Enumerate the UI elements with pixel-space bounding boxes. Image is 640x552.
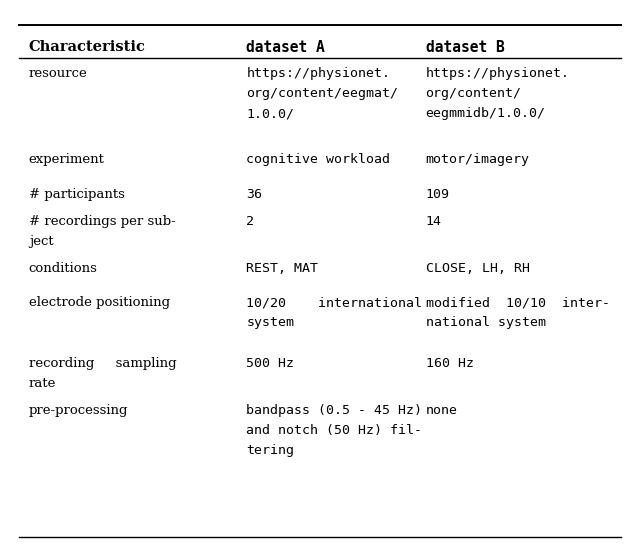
Text: experiment: experiment xyxy=(29,153,105,166)
Text: REST, MAT: REST, MAT xyxy=(246,262,319,275)
Text: 2: 2 xyxy=(246,215,255,229)
Text: motor/imagery: motor/imagery xyxy=(426,153,530,166)
Text: 14: 14 xyxy=(426,215,442,229)
Text: 160 Hz: 160 Hz xyxy=(426,357,474,370)
Text: conditions: conditions xyxy=(29,262,98,275)
Text: cognitive workload: cognitive workload xyxy=(246,153,390,166)
Text: modified  10/10  inter-
national system: modified 10/10 inter- national system xyxy=(426,296,610,330)
Text: https://physionet.
org/content/
eegmmidb/1.0.0/: https://physionet. org/content/ eegmmidb… xyxy=(426,67,570,120)
Text: bandpass (0.5 - 45 Hz)
and notch (50 Hz) fil-
tering: bandpass (0.5 - 45 Hz) and notch (50 Hz)… xyxy=(246,404,422,457)
Text: 10/20    international
system: 10/20 international system xyxy=(246,296,422,330)
Text: Characteristic: Characteristic xyxy=(29,40,146,54)
Text: resource: resource xyxy=(29,67,88,81)
Text: CLOSE, LH, RH: CLOSE, LH, RH xyxy=(426,262,530,275)
Text: https://physionet.
org/content/eegmat/
1.0.0/: https://physionet. org/content/eegmat/ 1… xyxy=(246,67,398,120)
Text: 109: 109 xyxy=(426,188,450,201)
Text: dataset B: dataset B xyxy=(426,40,504,55)
Text: # participants: # participants xyxy=(29,188,125,201)
Text: none: none xyxy=(426,404,458,417)
Text: 36: 36 xyxy=(246,188,262,201)
Text: electrode positioning: electrode positioning xyxy=(29,296,170,310)
Text: pre-processing: pre-processing xyxy=(29,404,128,417)
Text: # recordings per sub-
ject: # recordings per sub- ject xyxy=(29,215,175,248)
Text: recording     sampling
rate: recording sampling rate xyxy=(29,357,177,390)
Text: dataset A: dataset A xyxy=(246,40,325,55)
Text: 500 Hz: 500 Hz xyxy=(246,357,294,370)
